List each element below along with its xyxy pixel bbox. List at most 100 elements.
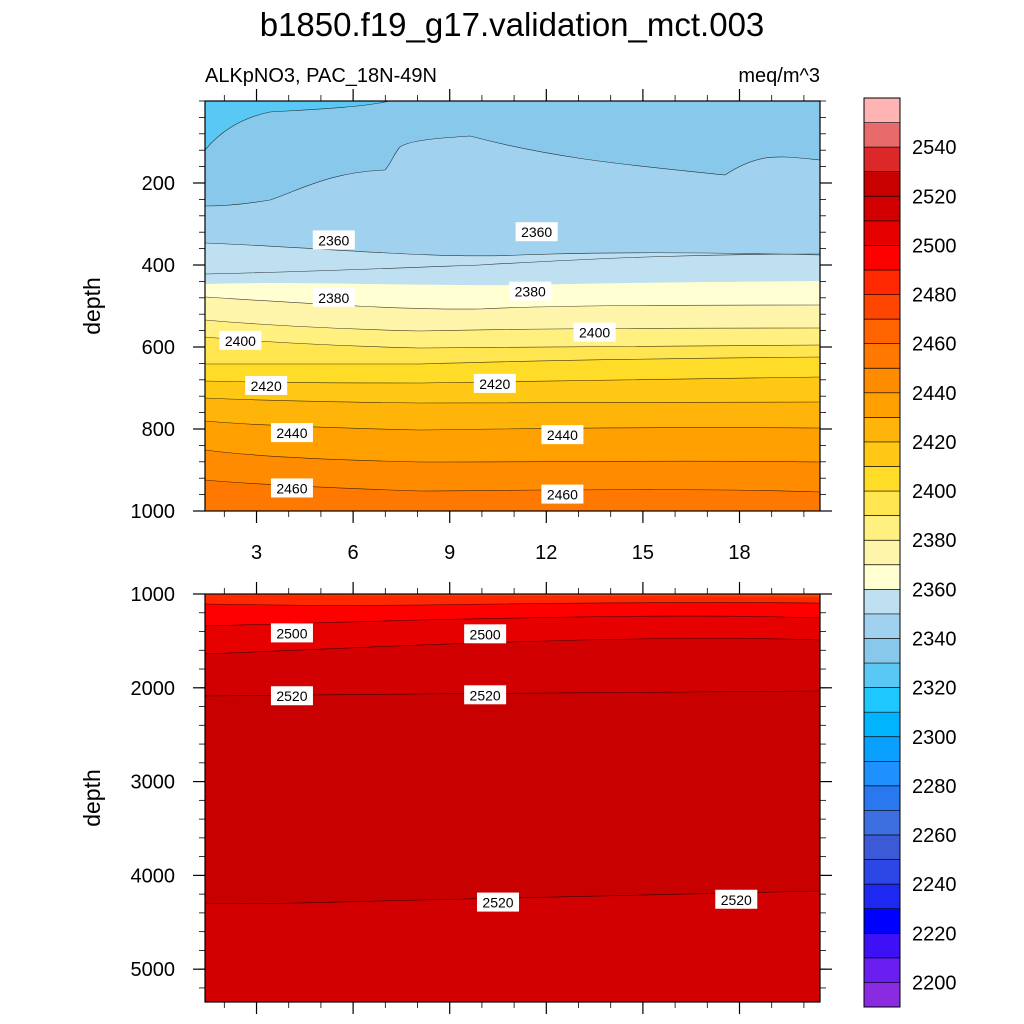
colorbar-swatch (864, 269, 900, 296)
colorbar-swatch (864, 245, 900, 271)
contour-label-box (541, 425, 584, 445)
colorbar-label: 2380 (912, 530, 957, 552)
contour-label-box (464, 685, 507, 705)
contour-label-text: 2460 (276, 480, 307, 496)
colorbar-swatch (864, 663, 900, 689)
contour-label-box (541, 484, 584, 504)
contour-label-box (715, 889, 758, 909)
contour-label-text: 2380 (515, 284, 546, 300)
lower-y-tick-label: 3000 (131, 772, 176, 794)
contour-label-text: 2520 (721, 892, 752, 908)
colorbar-swatch (864, 196, 900, 222)
colorbar-swatch (864, 319, 900, 345)
lower-contour-label: 2520 (477, 892, 520, 912)
colorbar-label: 2400 (912, 481, 957, 503)
upper-contour-label: 2420 (245, 375, 288, 395)
chart-subtitle-left: ALKpNO3, PAC_18N-49N (205, 65, 437, 87)
contour-label-box (270, 478, 313, 498)
contour-label-text: 2520 (482, 895, 513, 911)
colorbar-swatch (864, 638, 900, 664)
contour-label-box (473, 373, 516, 393)
contour-label-box (464, 624, 507, 644)
contour-label-box (509, 281, 552, 301)
colorbar-swatch (864, 491, 900, 517)
colorbar-label: 2460 (912, 334, 957, 356)
colorbar-swatch (864, 613, 900, 639)
lower-contour-label: 2520 (464, 685, 507, 705)
colorbar-swatch (864, 540, 900, 566)
lower-y-tick-label: 1000 (131, 584, 176, 606)
colorbar-swatch (864, 515, 900, 541)
contour-label-text: 2420 (251, 378, 282, 394)
lower-contour-label: 2520 (270, 686, 313, 706)
colorbar-swatch (864, 417, 900, 443)
lower-axis-ticks: 1000 2000 3000 4000 5000 (131, 582, 832, 1014)
colorbar-label: 2280 (912, 776, 957, 798)
contour-label-box (270, 423, 313, 443)
contour-label-text: 2460 (547, 487, 578, 503)
contour-label-box (270, 686, 313, 706)
colorbar-swatch (864, 343, 900, 369)
colorbar-swatch (864, 220, 900, 246)
colorbar-label: 2220 (912, 923, 957, 945)
colorbar-label: 2300 (912, 727, 957, 749)
upper-y-tick-label: 600 (142, 337, 175, 359)
upper-contour-label: 2400 (573, 322, 616, 342)
contour-label-text: 2360 (521, 224, 552, 240)
colorbar-swatch (864, 147, 900, 173)
colorbar-swatch (864, 441, 900, 468)
colorbar-swatch (864, 122, 900, 148)
contour-label-text: 2520 (470, 687, 501, 703)
contour-label-text: 2520 (276, 688, 307, 704)
x-tick-label: 12 (535, 542, 557, 564)
upper-contour-label: 2460 (541, 484, 584, 504)
upper-contour-label: 2360 (312, 230, 355, 250)
colorbar-label: 2480 (912, 285, 957, 307)
contour-label-text: 2420 (479, 376, 510, 392)
colorbar-swatch (864, 761, 900, 787)
contour-label-box (515, 222, 558, 242)
chart-title: b1850.f19_g17.validation_mct.003 (260, 6, 765, 43)
chart-units: meq/m^3 (738, 65, 820, 87)
colorbar-swatch (864, 933, 900, 959)
upper-contour-fills (205, 101, 820, 511)
colorbar-swatch (864, 564, 900, 590)
contour-label-text: 2440 (276, 425, 307, 441)
x-tick-label: 6 (348, 542, 359, 564)
contour-label-box (573, 322, 616, 342)
colorbar-swatch (864, 589, 900, 615)
contour-label-text: 2500 (276, 625, 307, 641)
upper-y-tick-label: 1000 (131, 501, 176, 523)
colorbar-frame (863, 97, 901, 1008)
colorbar-swatch (864, 392, 900, 418)
upper-axis-ticks: 200 400 600 800 1000 3 6 9 12 15 18 (131, 89, 832, 564)
colorbar-swatch (864, 171, 900, 197)
upper-contour-label: 2380 (509, 281, 552, 301)
colorbar-swatch (864, 98, 900, 124)
colorbar-swatch (864, 712, 900, 738)
x-tick-label: 15 (632, 542, 654, 564)
colorbar-swatch (864, 957, 900, 983)
upper-contour-label: 2380 (312, 287, 355, 307)
lower-contour-label: 2500 (464, 624, 507, 644)
contour-label-box (312, 230, 355, 250)
contour-label-box (312, 287, 355, 307)
contour-label-text: 2380 (318, 290, 349, 306)
contour-label-box (477, 892, 520, 912)
contour-label-box (219, 330, 262, 350)
upper-y-tick-label: 800 (142, 419, 175, 441)
colorbar-label: 2200 (912, 972, 957, 994)
colorbar-swatch (864, 466, 900, 492)
x-tick-label: 9 (444, 542, 455, 564)
lower-contour-label: 2520 (715, 889, 758, 909)
upper-contour-label: 2440 (541, 425, 584, 445)
colorbar-swatch (864, 982, 900, 1008)
colorbar-label: 2500 (912, 235, 957, 257)
contour-label-text: 2400 (579, 325, 610, 341)
colorbar-swatch (864, 884, 900, 910)
lower-contour-labels: 2500 2500 2520 2520 2520 2520 (270, 623, 758, 912)
lower-y-tick-label: 5000 (131, 959, 176, 981)
